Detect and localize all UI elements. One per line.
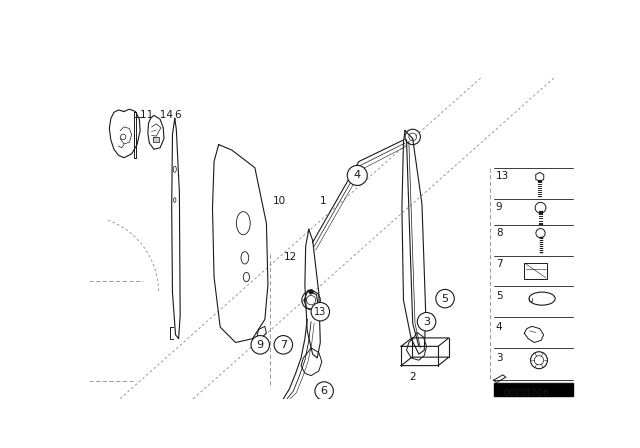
Text: 6: 6	[174, 110, 180, 120]
Text: 12: 12	[284, 252, 296, 263]
Text: 7: 7	[280, 340, 287, 350]
Text: 00201026: 00201026	[504, 389, 549, 398]
Text: 10: 10	[273, 196, 285, 206]
Text: 9: 9	[496, 202, 502, 211]
Text: 5: 5	[496, 291, 502, 301]
Text: 3: 3	[496, 353, 502, 362]
Text: 6: 6	[321, 386, 328, 396]
Circle shape	[311, 302, 330, 321]
Text: 7: 7	[496, 258, 502, 269]
Text: 5: 5	[442, 293, 449, 304]
Text: 13: 13	[314, 307, 326, 317]
Circle shape	[315, 382, 333, 400]
Circle shape	[348, 165, 367, 185]
Text: 8: 8	[496, 228, 502, 238]
Text: 4: 4	[496, 322, 502, 332]
Text: 13: 13	[496, 171, 509, 181]
Text: 4: 4	[354, 170, 361, 181]
Circle shape	[417, 313, 436, 331]
Text: 2: 2	[409, 372, 415, 382]
Text: 9: 9	[257, 340, 264, 350]
Circle shape	[308, 289, 314, 294]
Circle shape	[274, 336, 292, 354]
Text: 1: 1	[320, 196, 327, 206]
Circle shape	[251, 336, 269, 354]
Circle shape	[436, 289, 454, 308]
Text: 11  14: 11 14	[140, 110, 173, 120]
Text: 3: 3	[423, 317, 430, 327]
